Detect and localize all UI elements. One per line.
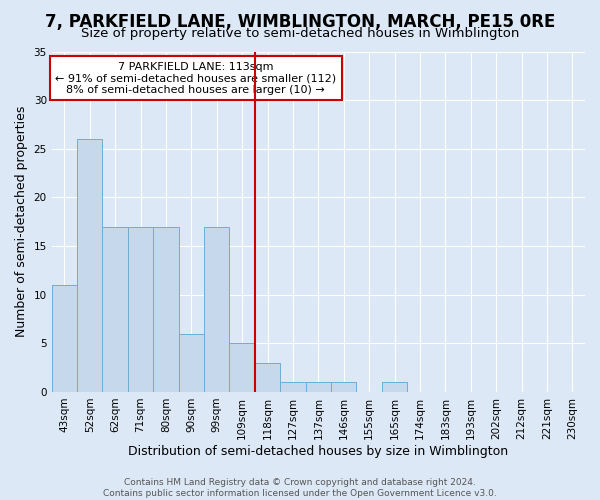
X-axis label: Distribution of semi-detached houses by size in Wimblington: Distribution of semi-detached houses by … bbox=[128, 444, 508, 458]
Bar bbox=[103, 226, 128, 392]
Text: Size of property relative to semi-detached houses in Wimblington: Size of property relative to semi-detach… bbox=[81, 28, 519, 40]
Bar bbox=[128, 226, 153, 392]
Text: Contains HM Land Registry data © Crown copyright and database right 2024.
Contai: Contains HM Land Registry data © Crown c… bbox=[103, 478, 497, 498]
Bar bbox=[229, 344, 255, 392]
Text: 7, PARKFIELD LANE, WIMBLINGTON, MARCH, PE15 0RE: 7, PARKFIELD LANE, WIMBLINGTON, MARCH, P… bbox=[45, 12, 555, 30]
Y-axis label: Number of semi-detached properties: Number of semi-detached properties bbox=[15, 106, 28, 338]
Bar bbox=[153, 226, 179, 392]
Bar bbox=[280, 382, 305, 392]
Bar bbox=[255, 363, 280, 392]
Bar bbox=[52, 285, 77, 392]
Text: 7 PARKFIELD LANE: 113sqm
← 91% of semi-detached houses are smaller (112)
8% of s: 7 PARKFIELD LANE: 113sqm ← 91% of semi-d… bbox=[55, 62, 336, 95]
Bar bbox=[77, 139, 103, 392]
Bar bbox=[331, 382, 356, 392]
Bar bbox=[204, 226, 229, 392]
Bar bbox=[179, 334, 204, 392]
Bar bbox=[382, 382, 407, 392]
Bar bbox=[305, 382, 331, 392]
